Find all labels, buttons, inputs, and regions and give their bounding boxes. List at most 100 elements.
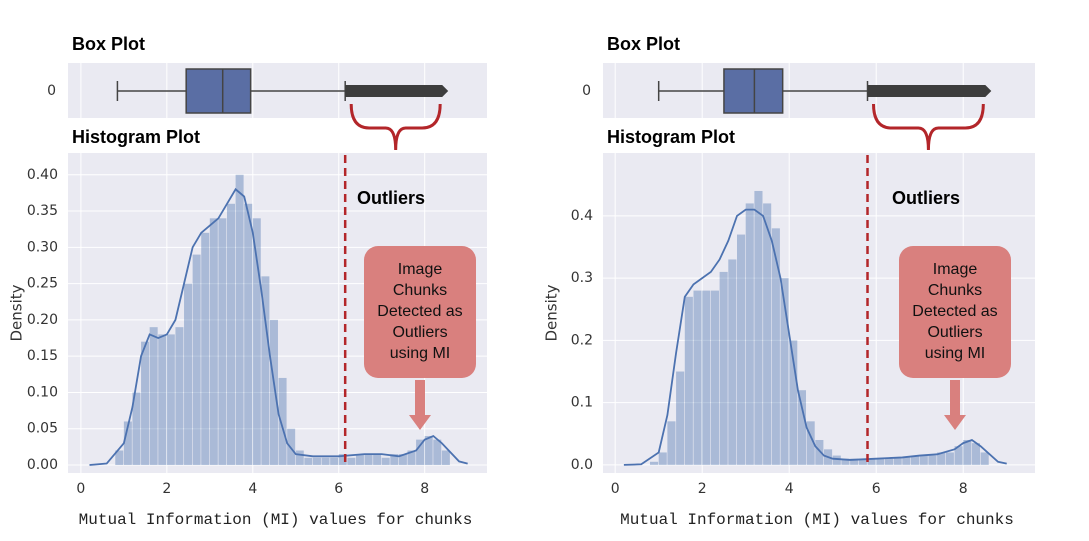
histogram-bar bbox=[736, 234, 746, 465]
histogram-bar bbox=[158, 334, 167, 466]
box-y-tick-label: 0 bbox=[582, 83, 591, 99]
histogram-bar bbox=[132, 392, 141, 466]
callout-box bbox=[899, 246, 1011, 378]
histogram-bar bbox=[407, 450, 416, 466]
x-tick-label: 4 bbox=[785, 481, 794, 497]
histogram-bar bbox=[252, 218, 261, 466]
callout-text: using MI bbox=[390, 345, 450, 362]
histogram-bar bbox=[149, 327, 158, 466]
histogram-bar bbox=[928, 455, 937, 465]
histogram-bar bbox=[971, 443, 981, 465]
histogram-bar bbox=[658, 452, 667, 465]
histogram-bar bbox=[745, 203, 754, 465]
callout-text: using MI bbox=[925, 345, 985, 362]
x-axis-label: Mutual Information (MI) values for chunk… bbox=[79, 511, 473, 529]
box-y-tick-label: 0 bbox=[47, 83, 56, 99]
histogram-bar bbox=[850, 458, 859, 465]
histogram-title: Histogram Plot bbox=[72, 127, 200, 147]
histogram-bar bbox=[832, 455, 841, 465]
histogram-bar bbox=[945, 452, 954, 465]
histogram-bar bbox=[797, 390, 807, 465]
histogram-bar bbox=[876, 458, 885, 465]
histogram-bar bbox=[937, 452, 946, 465]
histogram-bar bbox=[355, 454, 364, 466]
histogram-bar bbox=[235, 174, 244, 466]
y-tick-label: 0.2 bbox=[571, 332, 593, 348]
box bbox=[185, 68, 252, 114]
histogram-bar bbox=[381, 457, 390, 466]
y-tick-label: 0.35 bbox=[27, 203, 58, 219]
histogram-bar bbox=[390, 454, 399, 466]
y-tick-label: 0.30 bbox=[27, 239, 58, 255]
histogram-bar bbox=[261, 276, 270, 466]
histogram-bar bbox=[373, 454, 382, 466]
outlier-brace bbox=[872, 103, 985, 151]
y-tick-label: 0.00 bbox=[27, 457, 58, 473]
histogram-bar bbox=[141, 341, 150, 466]
histogram-title: Histogram Plot bbox=[607, 127, 735, 147]
histogram-bar bbox=[676, 371, 685, 465]
callout-arrow bbox=[409, 380, 431, 430]
callout-text: Chunks bbox=[928, 282, 982, 299]
histogram-bar bbox=[867, 458, 876, 465]
y-tick-label: 0.05 bbox=[27, 421, 58, 437]
y-axis-label: Density bbox=[8, 284, 26, 341]
y-tick-label: 0.10 bbox=[27, 384, 58, 400]
x-tick-label: 6 bbox=[334, 481, 343, 497]
callout-text: Chunks bbox=[393, 282, 447, 299]
x-tick-label: 0 bbox=[611, 481, 620, 497]
y-tick-label: 0.20 bbox=[27, 312, 58, 328]
histogram-bar bbox=[919, 455, 928, 465]
histogram-bar bbox=[893, 457, 902, 465]
y-tick-label: 0.0 bbox=[571, 457, 593, 473]
outliers-label: Outliers bbox=[357, 188, 425, 208]
x-tick-label: 2 bbox=[162, 481, 171, 497]
histogram-bar bbox=[424, 435, 433, 466]
kde-line bbox=[623, 208, 1007, 466]
histogram-bar bbox=[911, 455, 920, 465]
outliers bbox=[867, 85, 992, 97]
histogram-bar bbox=[123, 421, 132, 466]
histogram-bar bbox=[719, 271, 728, 465]
histogram-bar bbox=[201, 232, 210, 466]
y-tick-label: 0.15 bbox=[27, 348, 58, 364]
histogram-bar bbox=[321, 457, 330, 466]
x-tick-label: 8 bbox=[959, 481, 968, 497]
histogram-bar bbox=[684, 296, 693, 465]
histogram-bar bbox=[728, 259, 737, 465]
histogram-bar bbox=[771, 228, 780, 465]
histogram-bar bbox=[166, 334, 175, 466]
outlier-brace bbox=[349, 103, 442, 151]
histogram-bar bbox=[754, 190, 763, 465]
box-plot-title: Box Plot bbox=[607, 34, 680, 54]
x-tick-label: 4 bbox=[248, 481, 257, 497]
callout-text: Outliers bbox=[392, 324, 447, 341]
histogram-bar bbox=[441, 450, 450, 466]
histogram-bar bbox=[278, 377, 287, 466]
kde-line bbox=[89, 187, 468, 466]
histogram-bar bbox=[330, 457, 339, 466]
histogram-bar bbox=[175, 327, 184, 466]
callout-box bbox=[364, 246, 476, 378]
callout-text: Image bbox=[933, 261, 978, 278]
histogram-bar bbox=[806, 421, 815, 465]
histogram-bar bbox=[980, 452, 989, 465]
x-tick-label: 8 bbox=[420, 481, 429, 497]
callout-arrow bbox=[944, 380, 966, 430]
histogram-bar bbox=[304, 457, 313, 466]
histogram-bar bbox=[244, 203, 253, 466]
callout-text: Detected as bbox=[377, 303, 462, 320]
callout-text: Image bbox=[398, 261, 443, 278]
y-axis-label: Density bbox=[543, 284, 561, 341]
histogram-bar bbox=[347, 457, 356, 466]
y-tick-label: 0.4 bbox=[571, 208, 593, 224]
histogram-bar bbox=[963, 440, 972, 465]
histogram-bar bbox=[218, 218, 227, 466]
x-tick-label: 6 bbox=[872, 481, 881, 497]
histogram-bar bbox=[433, 439, 442, 466]
histogram-bar bbox=[416, 439, 425, 466]
histogram-bar bbox=[209, 218, 218, 466]
histogram-bar bbox=[763, 203, 772, 465]
box-plot-title: Box Plot bbox=[72, 34, 145, 54]
